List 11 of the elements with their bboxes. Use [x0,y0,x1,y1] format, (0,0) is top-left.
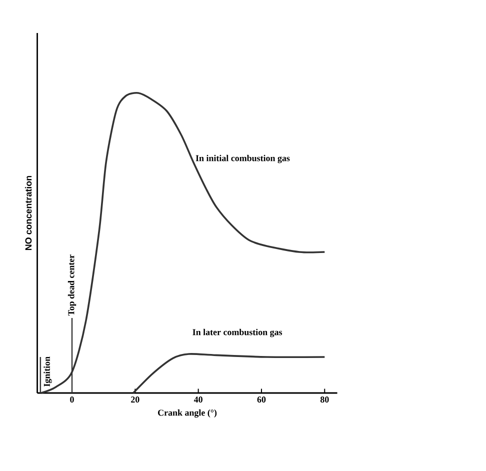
x-tick-label: 80 [320,396,329,403]
x-tick-label: 40 [194,396,202,403]
series-label: In initial combustion gas [196,154,290,164]
series-label: In later combustion gas [192,328,282,338]
x-tick-label: 60 [257,396,266,403]
x-tick-label: 20 [131,396,140,403]
ref-line-label: Top dead center [68,254,76,316]
ref-line-label: Ignition [44,356,52,387]
x-tick-label: 0 [70,396,74,403]
x-axis-title: Crank angle (°) [158,409,217,418]
y-axis-title: NO concentration [25,176,32,250]
